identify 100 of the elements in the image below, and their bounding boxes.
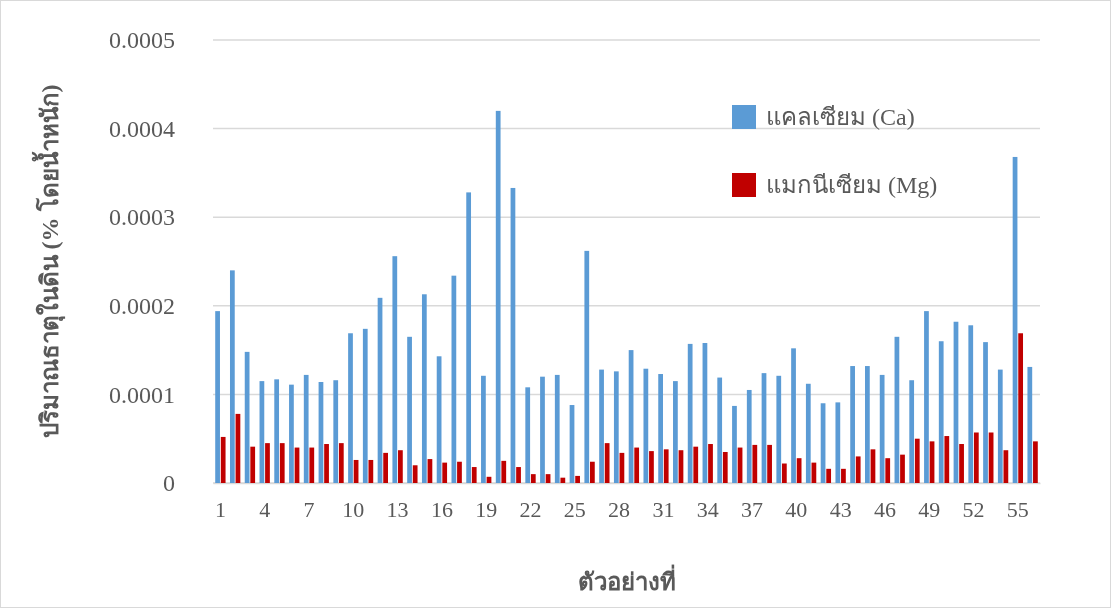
- bar: [752, 444, 758, 483]
- bar: [841, 468, 846, 483]
- bar: [220, 436, 226, 483]
- x-axis-title: ตัวอย่างที่: [577, 564, 676, 595]
- bar: [407, 336, 412, 483]
- bar: [855, 456, 861, 483]
- bar: [805, 383, 811, 483]
- bar: [575, 475, 580, 483]
- bar: [215, 311, 220, 483]
- bar: [914, 438, 920, 483]
- bar: [658, 374, 663, 483]
- bar: [333, 380, 339, 483]
- x-tick-label: 46: [873, 496, 896, 522]
- bar: [643, 368, 649, 483]
- bar: [924, 311, 929, 483]
- bar: [900, 454, 905, 483]
- bar: [362, 328, 368, 483]
- bar: [279, 443, 285, 483]
- bar: [708, 444, 713, 483]
- x-tick-label: 49: [918, 496, 941, 522]
- bar: [879, 374, 885, 483]
- x-tick-label: 13: [386, 496, 409, 522]
- bar: [1003, 450, 1009, 483]
- x-tick-label: 25: [563, 496, 586, 522]
- x-tick-label: 28: [608, 496, 631, 522]
- bar: [944, 436, 950, 483]
- bar: [525, 387, 531, 483]
- bar: [835, 402, 841, 483]
- bar: [1033, 441, 1038, 483]
- bar: [250, 446, 256, 483]
- x-tick-label: 1: [214, 496, 226, 522]
- bar: [973, 432, 979, 483]
- x-tick-label: 55: [1006, 496, 1029, 522]
- bar: [732, 405, 737, 483]
- x-tick-label: 52: [962, 496, 985, 522]
- bar: [776, 375, 782, 483]
- bar: [634, 447, 640, 483]
- bar: [324, 444, 329, 483]
- bar: [466, 192, 472, 483]
- bar: [687, 343, 693, 483]
- bar: [865, 366, 870, 483]
- bar: [368, 459, 374, 483]
- bar: [649, 451, 654, 483]
- bar: [983, 342, 988, 483]
- bar: [663, 449, 669, 483]
- bar: [229, 270, 235, 483]
- y-axis-title: ปริมาณธาตุในดิน (% โดยน้ำหนัก): [31, 84, 66, 439]
- bar: [599, 369, 604, 483]
- bar: [604, 443, 610, 483]
- x-tick-label: 4: [259, 496, 271, 522]
- x-tick-label: 10: [342, 496, 365, 522]
- bar: [767, 444, 772, 483]
- legend-label: แมกนีเซียม (Mg): [766, 172, 938, 198]
- x-tick-label: 40: [785, 496, 808, 522]
- bar: [968, 325, 974, 483]
- bar: [540, 376, 545, 483]
- bar: [495, 110, 501, 483]
- x-tick-label: 37: [741, 496, 764, 522]
- bar: [791, 348, 796, 483]
- bar: [590, 461, 595, 483]
- bar: [746, 389, 752, 483]
- y-tick-label: 0.0001: [109, 381, 175, 408]
- bar: [584, 250, 590, 483]
- bar: [530, 474, 536, 483]
- bar: [398, 450, 403, 483]
- bar: [826, 468, 832, 483]
- bar: [554, 374, 560, 483]
- bar: [274, 379, 280, 483]
- bar: [717, 377, 723, 483]
- x-tick-label: 34: [696, 496, 719, 522]
- bar: [421, 294, 427, 483]
- bar: [383, 452, 388, 483]
- bar: [481, 375, 486, 483]
- bar: [722, 451, 728, 483]
- bar: [850, 366, 855, 483]
- y-tick-label: 0.0005: [109, 27, 175, 54]
- bar: [309, 447, 315, 483]
- bar: [412, 465, 418, 483]
- bar: [457, 461, 462, 483]
- x-tick-label: 19: [475, 496, 498, 522]
- bar: [909, 380, 915, 483]
- bar: [265, 443, 270, 483]
- bar: [673, 381, 678, 483]
- y-tick-label: 0.0003: [109, 204, 175, 231]
- bar: [348, 333, 353, 483]
- bar: [693, 446, 699, 483]
- bar: [959, 444, 964, 483]
- bar: [1018, 333, 1024, 483]
- bar: [501, 460, 507, 483]
- bar: [516, 467, 521, 483]
- bar: [289, 384, 294, 483]
- x-tick-label: 22: [519, 496, 542, 522]
- y-tick-label: 0.0004: [109, 115, 175, 142]
- x-tick-label: 43: [829, 496, 852, 522]
- bar: [392, 256, 398, 483]
- bar: [560, 477, 566, 483]
- bar: [997, 369, 1003, 483]
- bar: [885, 458, 891, 483]
- bar: [338, 443, 344, 483]
- bar: [244, 351, 250, 483]
